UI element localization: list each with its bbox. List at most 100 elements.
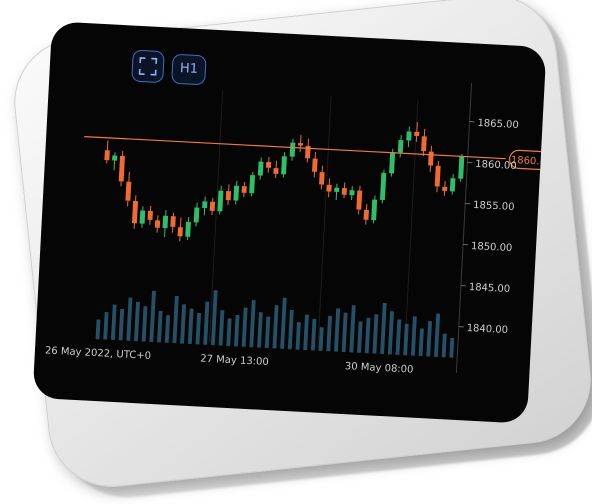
timeframe-label: H1	[179, 61, 198, 77]
candle-body	[319, 172, 325, 185]
price-tick-label: 1845.00	[469, 282, 511, 295]
volume-bar	[188, 309, 194, 345]
candle-body	[290, 143, 296, 157]
volume-bar	[103, 312, 108, 340]
candle-body	[356, 190, 362, 209]
candle-body	[226, 191, 231, 200]
candle-body	[380, 173, 386, 200]
candle-body	[202, 201, 207, 208]
volume-bar	[149, 291, 156, 342]
volume-bar	[380, 303, 387, 354]
volume-bar	[426, 321, 432, 357]
volume-bar	[388, 311, 394, 354]
candle-body	[148, 211, 153, 220]
candle-body	[421, 136, 427, 151]
candle-body	[258, 161, 264, 175]
candle-body	[281, 156, 287, 174]
candle-body	[112, 155, 117, 160]
volume-bar	[342, 313, 348, 352]
candle-body	[125, 182, 131, 201]
price-tick-label: 1855.00	[473, 200, 515, 213]
volume-bar	[372, 314, 378, 353]
current-price-line	[84, 137, 505, 159]
volume-bar	[326, 316, 332, 352]
volume-bar	[180, 304, 186, 343]
volume-bar	[119, 309, 124, 341]
candle-body	[266, 162, 271, 168]
candle-body	[298, 143, 303, 146]
volume-bar	[296, 322, 301, 350]
volume-bars	[96, 284, 457, 358]
candle-body	[371, 199, 377, 220]
candle-body	[334, 188, 339, 192]
volume-bar	[165, 315, 170, 343]
volume-bar	[157, 311, 162, 343]
candle-body	[170, 216, 175, 227]
volume-bar	[111, 305, 117, 341]
candle-body	[450, 178, 456, 191]
candle-body	[178, 227, 183, 236]
volume-bar	[288, 310, 294, 349]
candle-body	[210, 202, 215, 211]
volume-bar	[303, 315, 309, 351]
fullscreen-icon	[132, 51, 164, 83]
candle-body	[458, 156, 464, 178]
volume-bar	[203, 301, 209, 344]
candle-body	[414, 132, 419, 136]
candle-body	[194, 207, 200, 222]
candle-body	[249, 175, 255, 193]
volume-bar	[272, 305, 278, 348]
volume-bar	[396, 319, 402, 355]
volume-bar	[357, 321, 362, 353]
volume-bar	[419, 328, 424, 356]
volume-bar	[234, 315, 239, 347]
volume-bar	[126, 297, 132, 340]
volume-bar	[265, 316, 270, 348]
candle-body	[312, 159, 318, 172]
volume-bar	[311, 319, 316, 351]
grid-line	[318, 96, 331, 348]
fullscreen-button[interactable]	[131, 50, 165, 84]
candle-body	[273, 168, 278, 174]
candle-body	[406, 131, 411, 140]
volume-bar	[196, 313, 201, 345]
time-tick-label: 27 May 13:00	[200, 354, 269, 369]
price-tick-label: 1865.00	[477, 118, 519, 131]
candle-body	[163, 216, 169, 229]
volume-bar	[349, 305, 355, 352]
timeframe-button[interactable]: H1	[171, 54, 207, 86]
volume-bar	[96, 319, 101, 339]
volume-bar	[434, 314, 440, 357]
price-tick-label: 1860.00	[475, 159, 517, 172]
candle-body	[349, 190, 354, 195]
candle-body	[435, 166, 441, 187]
candle-body	[342, 188, 347, 195]
candle-wick	[114, 152, 115, 170]
candle-body	[185, 222, 191, 237]
candle-body	[155, 220, 160, 228]
candle-body	[132, 201, 138, 223]
volume-bar	[411, 316, 417, 355]
candle-body	[364, 210, 369, 220]
candle-body	[233, 186, 239, 201]
candle-body	[428, 151, 434, 165]
time-tick-label: 26 May 2022, UTC+0	[45, 345, 152, 362]
candle-body	[119, 156, 125, 182]
volume-bar	[134, 302, 140, 341]
candle-body	[217, 191, 223, 212]
volume-bar	[334, 308, 340, 351]
candle-body	[389, 152, 395, 174]
price-chart[interactable]: 1860.71 1865.001860.001855.001850.001845…	[32, 21, 546, 423]
volume-bar	[449, 338, 454, 358]
candle-body	[442, 187, 447, 191]
volume-bar	[280, 298, 287, 349]
volume-bar	[319, 327, 324, 351]
candle-body	[242, 186, 247, 193]
candle-body	[326, 185, 331, 192]
volume-bar	[172, 296, 178, 343]
candle-body	[140, 210, 146, 223]
volume-bar	[442, 334, 447, 358]
price-tick-label: 1850.00	[471, 241, 513, 254]
volume-bar	[257, 312, 263, 348]
